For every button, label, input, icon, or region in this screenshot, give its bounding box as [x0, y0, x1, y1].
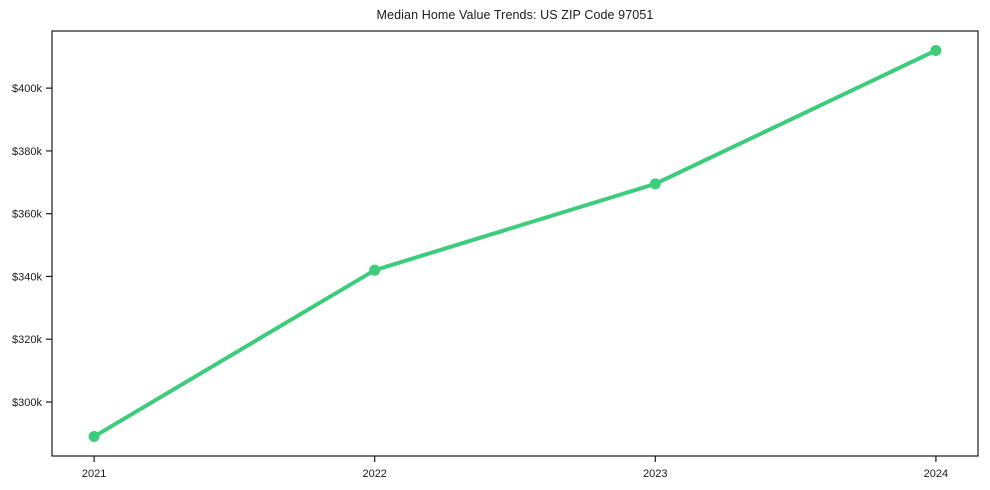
x-tick-label: 2022: [362, 468, 386, 480]
y-tick-label: $400k: [12, 83, 42, 95]
x-tick-label: 2021: [82, 468, 106, 480]
x-tick-label: 2024: [924, 468, 948, 480]
y-tick-label: $380k: [12, 146, 42, 158]
data-point: [649, 178, 661, 190]
y-tick-label: $360k: [12, 209, 42, 221]
y-tick-label: $320k: [12, 334, 42, 346]
plot-border: [51, 30, 979, 457]
y-tick-label: $340k: [12, 271, 42, 283]
trend-line: [92, 48, 938, 439]
x-tick-label: 2023: [643, 468, 667, 480]
data-point: [369, 264, 381, 276]
data-point: [88, 431, 100, 443]
data-point: [930, 44, 942, 56]
chart-title: Median Home Value Trends: US ZIP Code 97…: [376, 8, 654, 22]
y-tick-label: $300k: [12, 397, 42, 409]
